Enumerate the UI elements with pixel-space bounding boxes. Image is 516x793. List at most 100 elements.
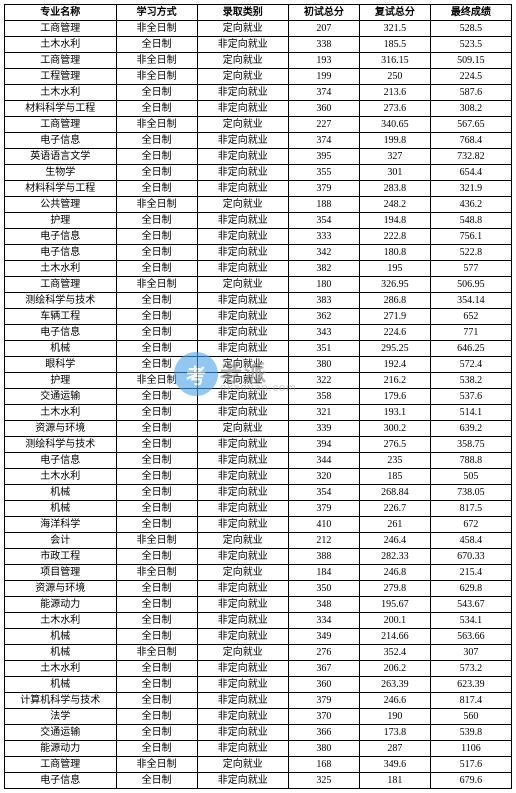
- table-row: 土木水利全日制非定向就业320185505: [5, 469, 512, 485]
- table-cell: 199: [288, 69, 359, 85]
- table-row: 电子信息全日制非定向就业333222.8756.1: [5, 229, 512, 245]
- table-cell: 全日制: [116, 293, 197, 309]
- table-cell: 工程管理: [5, 69, 117, 85]
- table-row: 护理全日制非定向就业354194.8548.8: [5, 213, 512, 229]
- table-row: 资源与环境全日制定向就业339300.2639.2: [5, 421, 512, 437]
- table-cell: 351: [288, 341, 359, 357]
- table-cell: 215.4: [430, 565, 511, 581]
- table-row: 法学全日制非定向就业370190560: [5, 709, 512, 725]
- table-cell: 工商管理: [5, 117, 117, 133]
- table-cell: 资源与环境: [5, 581, 117, 597]
- table-cell: 283.8: [359, 181, 430, 197]
- table-cell: 287: [359, 741, 430, 757]
- table-cell: 517.6: [430, 757, 511, 773]
- table-cell: 非定向就业: [197, 37, 288, 53]
- table-cell: 全日制: [116, 405, 197, 421]
- table-cell: 235: [359, 453, 430, 469]
- table-cell: 367: [288, 661, 359, 677]
- table-cell: 全日制: [116, 709, 197, 725]
- table-cell: 非定向就业: [197, 677, 288, 693]
- table-cell: 全日制: [116, 517, 197, 533]
- table-cell: 300.2: [359, 421, 430, 437]
- table-cell: 非定向就业: [197, 261, 288, 277]
- table-cell: 全日制: [116, 485, 197, 501]
- table-cell: 非全日制: [116, 277, 197, 293]
- table-cell: 354: [288, 485, 359, 501]
- table-cell: 资源与环境: [5, 421, 117, 437]
- table-cell: 非定向就业: [197, 517, 288, 533]
- table-cell: 509.15: [430, 53, 511, 69]
- table-cell: 194.8: [359, 213, 430, 229]
- table-row: 眼科学全日制定向就业380192.4572.4: [5, 357, 512, 373]
- table-cell: 公共管理: [5, 197, 117, 213]
- table-cell: 全日制: [116, 773, 197, 789]
- table-row: 市政工程全日制非定向就业388282.33670.33: [5, 549, 512, 565]
- table-cell: 非定向就业: [197, 549, 288, 565]
- table-cell: 非定向就业: [197, 293, 288, 309]
- table-row: 能源动力全日制非定向就业348195.67543.67: [5, 597, 512, 613]
- table-cell: 非全日制: [116, 53, 197, 69]
- table-cell: 286.8: [359, 293, 430, 309]
- table-cell: 354.14: [430, 293, 511, 309]
- table-cell: 207: [288, 21, 359, 37]
- table-cell: 505: [430, 469, 511, 485]
- table-row: 工商管理非全日制定向就业227340.65567.65: [5, 117, 512, 133]
- table-cell: 全日制: [116, 741, 197, 757]
- table-cell: 定向就业: [197, 53, 288, 69]
- table-cell: 定向就业: [197, 197, 288, 213]
- table-cell: 非定向就业: [197, 165, 288, 181]
- table-cell: 340.65: [359, 117, 430, 133]
- table-row: 工程管理非全日制定向就业199250224.5: [5, 69, 512, 85]
- table-cell: 528.5: [430, 21, 511, 37]
- table-cell: 179.6: [359, 389, 430, 405]
- table-cell: 563.66: [430, 629, 511, 645]
- table-cell: 非定向就业: [197, 85, 288, 101]
- table-row: 会计非全日制定向就业212246.4458.4: [5, 533, 512, 549]
- table-cell: 项目管理: [5, 565, 117, 581]
- table-cell: 定向就业: [197, 69, 288, 85]
- col-retest-score: 复试总分: [359, 5, 430, 21]
- table-cell: 342: [288, 245, 359, 261]
- table-row: 土木水利全日制非定向就业374213.6587.6: [5, 85, 512, 101]
- table-row: 生物学全日制非定向就业355301654.4: [5, 165, 512, 181]
- table-cell: 非定向就业: [197, 629, 288, 645]
- table-cell: 材料科学与工程: [5, 181, 117, 197]
- table-cell: 534.1: [430, 613, 511, 629]
- table-cell: 电子信息: [5, 133, 117, 149]
- table-row: 土木水利全日制非定向就业338185.5523.5: [5, 37, 512, 53]
- table-cell: 623.39: [430, 677, 511, 693]
- table-row: 项目管理非全日制定向就业184246.8215.4: [5, 565, 512, 581]
- table-cell: 410: [288, 517, 359, 533]
- table-cell: 交通运输: [5, 725, 117, 741]
- table-cell: 327: [359, 149, 430, 165]
- table-cell: 394: [288, 437, 359, 453]
- table-row: 测绘科学与技术全日制非定向就业394276.5358.75: [5, 437, 512, 453]
- table-cell: 321: [288, 405, 359, 421]
- table-cell: 193.1: [359, 405, 430, 421]
- table-cell: 非定向就业: [197, 485, 288, 501]
- table-cell: 514.1: [430, 405, 511, 421]
- table-cell: 工商管理: [5, 757, 117, 773]
- table-cell: 181: [359, 773, 430, 789]
- col-admit-type: 录取类别: [197, 5, 288, 21]
- table-cell: 电子信息: [5, 245, 117, 261]
- table-cell: 全日制: [116, 389, 197, 405]
- table-cell: 定向就业: [197, 533, 288, 549]
- table-row: 土木水利全日制非定向就业367206.2573.2: [5, 661, 512, 677]
- table-row: 机械非全日制定向就业276352.4307: [5, 645, 512, 661]
- table-cell: 非全日制: [116, 757, 197, 773]
- table-cell: 383: [288, 293, 359, 309]
- table-cell: 646.25: [430, 341, 511, 357]
- table-cell: 非定向就业: [197, 181, 288, 197]
- table-cell: 199.8: [359, 133, 430, 149]
- table-cell: 非全日制: [116, 69, 197, 85]
- table-cell: 非全日制: [116, 373, 197, 389]
- table-cell: 543.67: [430, 597, 511, 613]
- table-cell: 184: [288, 565, 359, 581]
- table-cell: 246.8: [359, 565, 430, 581]
- table-cell: 173.8: [359, 725, 430, 741]
- table-cell: 非定向就业: [197, 213, 288, 229]
- table-row: 电子信息全日制非定向就业325181679.6: [5, 773, 512, 789]
- table-cell: 全日制: [116, 437, 197, 453]
- table-cell: 机械: [5, 645, 117, 661]
